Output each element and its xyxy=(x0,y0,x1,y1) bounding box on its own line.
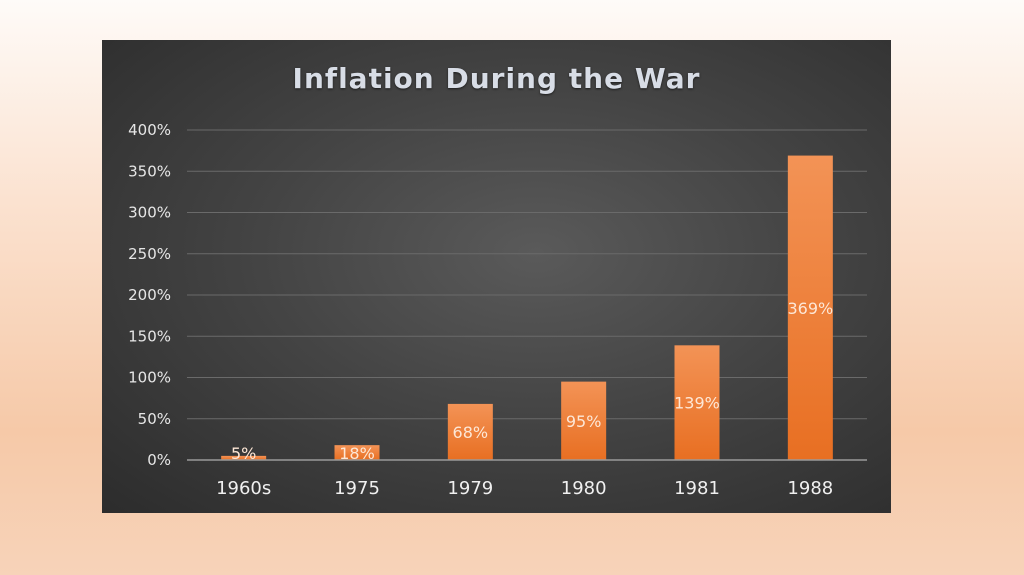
y-tick-label: 250% xyxy=(128,245,171,263)
x-axis-categories: 1960s 1975 1979 1980 1981 1988 xyxy=(216,478,833,499)
bar xyxy=(447,403,493,460)
bar xyxy=(787,155,833,460)
chart-title: Inflation During the War xyxy=(292,62,701,95)
y-tick-label: 200% xyxy=(128,286,171,304)
data-label: 369% xyxy=(787,299,833,318)
bar xyxy=(561,381,607,460)
y-tick-label: 100% xyxy=(128,369,171,387)
y-tick-label: 50% xyxy=(138,410,171,428)
y-tick-label: 150% xyxy=(128,327,171,345)
data-labels: 5% 18% 68% 95% 139% 369% xyxy=(231,299,833,463)
gridlines xyxy=(187,129,867,420)
x-category-label: 1980 xyxy=(561,478,607,499)
data-label: 5% xyxy=(231,444,256,463)
bar xyxy=(334,445,380,460)
x-category-label: 1979 xyxy=(447,478,493,499)
data-label: 139% xyxy=(674,394,720,413)
bar xyxy=(221,455,267,460)
y-tick-label: 400% xyxy=(128,121,171,139)
bars xyxy=(221,155,833,460)
y-tick-label: 350% xyxy=(128,162,171,180)
y-tick-label: 300% xyxy=(128,204,171,222)
x-category-label: 1981 xyxy=(674,478,720,499)
bar-chart-svg: 0%50%100%150%200%250%300%350%400% 1960s 1… xyxy=(128,121,867,499)
x-category-label: 1988 xyxy=(787,478,833,499)
chart-panel: Inflation During the War 0% 50% 100% 150% 20… xyxy=(102,40,891,513)
y-axis-ticks: 0% 50% 100% 150% 200% 250% 300% 350% 400% xyxy=(128,121,171,469)
bar xyxy=(674,345,720,460)
data-label: 18% xyxy=(339,444,375,463)
y-tick-label: 0% xyxy=(147,451,171,469)
data-label: 95% xyxy=(566,412,602,431)
x-category-label: 1975 xyxy=(334,478,380,499)
x-category-label: 1960s xyxy=(216,478,271,499)
data-label: 68% xyxy=(453,423,489,442)
